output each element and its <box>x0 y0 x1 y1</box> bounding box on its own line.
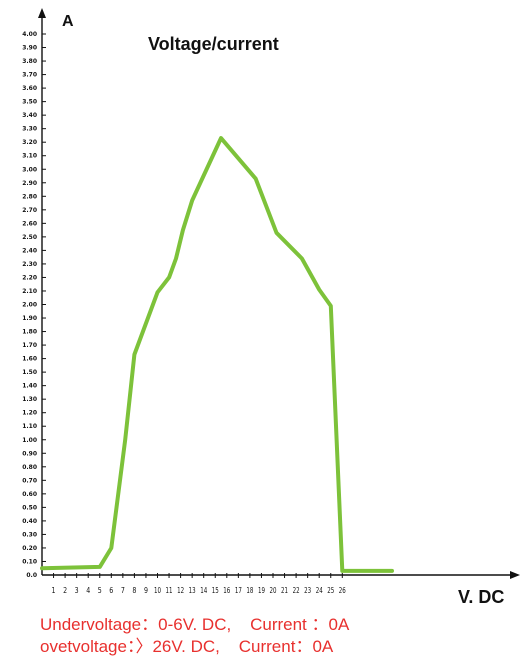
y-tick-label: 3.50 <box>22 99 37 106</box>
y-tick-label: 3.90 <box>22 45 37 52</box>
x-tick-label: 22 <box>293 586 300 595</box>
y-tick-label: 3.40 <box>22 112 37 119</box>
y-tick-label: 2.90 <box>22 180 37 187</box>
y-tick-label: 1.80 <box>22 329 37 336</box>
x-tick-label: 17 <box>235 586 242 595</box>
x-tick-label: 1 <box>52 586 56 595</box>
y-axis-label: A <box>62 13 74 30</box>
x-tick-label: 5 <box>98 586 102 595</box>
y-tick-label: 3.60 <box>22 85 37 92</box>
x-tick-label: 23 <box>304 586 311 595</box>
y-tick-label: 0.50 <box>22 504 37 511</box>
y-axis-arrow <box>38 8 46 18</box>
x-tick-label: 12 <box>177 586 184 595</box>
x-tick-label: 13 <box>189 586 196 595</box>
x-tick-label: 10 <box>154 586 161 595</box>
x-axis-arrow <box>510 571 520 579</box>
y-tick-label: 3.00 <box>22 166 37 173</box>
x-tick-label: 9 <box>144 586 148 595</box>
y-tick-label: 0.90 <box>22 450 37 457</box>
x-tick-label: 15 <box>212 586 219 595</box>
y-tick-label: 1.60 <box>22 356 37 363</box>
x-tick-label: 16 <box>223 586 230 595</box>
y-tick-label: 3.70 <box>22 72 37 79</box>
x-tick-label: 21 <box>281 586 288 595</box>
y-tick-label: 0.60 <box>22 491 37 498</box>
y-tick-label: 1.00 <box>22 437 37 444</box>
y-tick-label: 1.50 <box>22 369 37 376</box>
y-tick-label: 2.70 <box>22 207 37 214</box>
y-tick-label: 2.20 <box>22 274 37 281</box>
y-tick-label: 2.30 <box>22 261 37 268</box>
y-tick-label: 3.80 <box>22 58 37 65</box>
x-tick-label: 14 <box>200 586 207 595</box>
x-tick-label: 3 <box>75 586 79 595</box>
y-tick-label: 1.90 <box>22 315 37 322</box>
y-tick-label: 0.30 <box>22 531 37 538</box>
y-tick-label: 1.10 <box>22 423 37 430</box>
y-tick-label: 0.10 <box>22 558 37 565</box>
y-tick-label: 2.80 <box>22 193 37 200</box>
series-group <box>42 138 392 571</box>
x-tick-label: 11 <box>166 586 173 595</box>
x-tick-label: 18 <box>246 586 253 595</box>
x-tick-label: 19 <box>258 586 265 595</box>
overvoltage-note: ovetvoltage：〉26V. DC, Current：0A <box>40 632 333 657</box>
y-tick-label: 2.40 <box>22 247 37 254</box>
x-tick-label: 26 <box>339 586 346 595</box>
y-tick-label: 1.20 <box>22 410 37 417</box>
y-tick-label: 3.20 <box>22 139 37 146</box>
y-tick-label: 2.50 <box>22 234 37 241</box>
y-tick-label: 0.40 <box>22 518 37 525</box>
x-tick-label: 8 <box>132 586 136 595</box>
x-tick-label: 4 <box>86 586 90 595</box>
y-tick-label: 3.10 <box>22 153 37 160</box>
x-tick-label: 2 <box>63 586 67 595</box>
series-line <box>42 138 392 571</box>
x-tick-label: 7 <box>121 586 125 595</box>
x-tick-label: 20 <box>270 586 277 595</box>
y-tick-label: 2.60 <box>22 220 37 227</box>
y-tick-label: 0.80 <box>22 464 37 471</box>
axes <box>38 8 520 579</box>
y-tick-label: 0.70 <box>22 477 37 484</box>
chart-title: Voltage/current <box>148 34 279 54</box>
x-tick-label: 24 <box>316 586 323 595</box>
y-tick-label: 2.10 <box>22 288 37 295</box>
x-tick-label: 6 <box>109 586 113 595</box>
y-tick-label: 2.00 <box>22 302 37 309</box>
y-tick-label: 3.30 <box>22 126 37 133</box>
y-tick-label: 4.00 <box>22 31 37 38</box>
y-tick-label: 1.70 <box>22 342 37 349</box>
y-tick-label: 0.0 <box>26 572 37 579</box>
y-tick-label: 0.20 <box>22 545 37 552</box>
y-tick-label: 1.30 <box>22 396 37 403</box>
x-axis-ticks: 1 2 3 4 5 6 7 8 9 10 11 12 13 14 15 16 17 18 19 20 21 22 23 24 2… <box>52 573 347 595</box>
x-axis-label: V. DC <box>458 587 504 607</box>
x-tick-label: 25 <box>327 586 334 595</box>
y-tick-label: 1.40 <box>22 383 37 390</box>
